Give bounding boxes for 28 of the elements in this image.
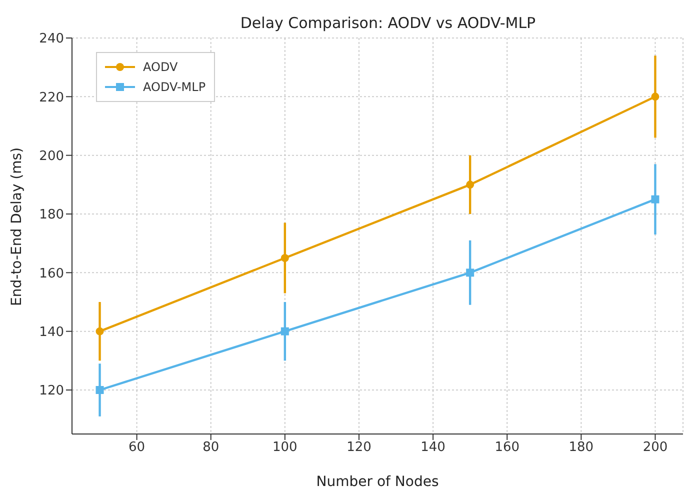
point bbox=[96, 386, 104, 394]
x-tick-label: 200 bbox=[642, 440, 668, 456]
legend-label: AODV-MLP bbox=[143, 80, 206, 94]
point bbox=[280, 327, 289, 336]
x-tick-label: 160 bbox=[494, 440, 520, 456]
y-tick-label: 140 bbox=[39, 324, 64, 340]
y-tick-label: 220 bbox=[39, 90, 64, 106]
point bbox=[651, 195, 660, 204]
point bbox=[466, 268, 474, 277]
y-tick-label: 200 bbox=[39, 148, 64, 164]
point bbox=[651, 92, 660, 101]
point bbox=[466, 180, 474, 189]
y-tick-label: 180 bbox=[39, 208, 64, 223]
x-tick-label: 60 bbox=[128, 440, 146, 456]
y-axis-title: End-to-End Delay (ms) bbox=[8, 147, 25, 306]
point bbox=[280, 254, 289, 262]
x-axis-title: Number of Nodes bbox=[316, 474, 439, 490]
point bbox=[96, 327, 104, 336]
x-tick-label: 120 bbox=[346, 440, 372, 456]
chart-title: Delay Comparison: AODV vs AODV-MLP bbox=[240, 14, 536, 32]
x-tick-label: 80 bbox=[202, 440, 220, 456]
y-tick-label: 160 bbox=[39, 266, 64, 282]
y-tick-label: 240 bbox=[39, 32, 64, 47]
x-tick-label: 140 bbox=[420, 440, 446, 456]
x-tick-label: 180 bbox=[568, 440, 594, 456]
x-tick-label: 100 bbox=[272, 440, 298, 456]
legend-label: AODV bbox=[143, 60, 178, 74]
y-tick-label: 120 bbox=[39, 384, 64, 399]
